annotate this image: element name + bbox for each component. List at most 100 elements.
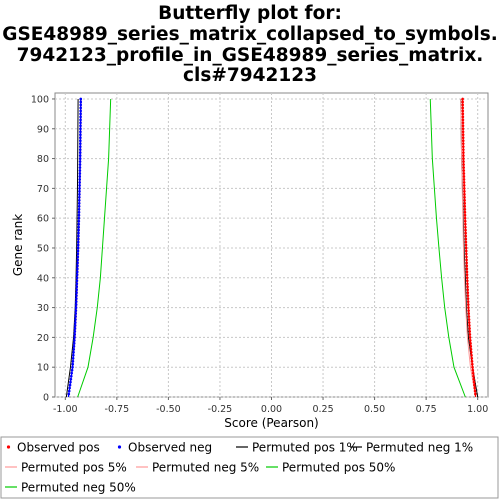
series-observed-neg-point: [78, 166, 82, 169]
series-observed-pos-point: [462, 187, 466, 190]
series-observed-pos-point: [470, 350, 473, 354]
series-observed-pos: [461, 97, 477, 398]
series-observed-neg-point: [77, 198, 81, 202]
series-observed-pos-point: [461, 133, 465, 137]
series-observed-pos-point: [473, 386, 477, 390]
series-observed-pos-point: [465, 276, 469, 280]
y-tick-label: 100: [31, 94, 49, 105]
series-observed-neg-point: [77, 210, 81, 214]
series-observed-pos-point: [461, 97, 464, 101]
series-observed-pos-point: [467, 309, 470, 312]
y-tick-label: 90: [37, 124, 49, 135]
legend-label: Permuted neg 50%: [21, 481, 136, 495]
series-observed-neg-point: [78, 169, 82, 172]
series-observed-neg-point: [77, 204, 81, 208]
y-tick-label: 20: [37, 333, 49, 344]
series-observed-pos-point: [461, 142, 465, 145]
x-tick-label: 0.00: [261, 404, 282, 415]
y-tick-label: 70: [37, 184, 49, 195]
series-observed-neg-point: [79, 97, 83, 101]
series-observed-neg-point: [71, 356, 75, 360]
series-observed-neg-point: [76, 261, 79, 265]
series-observed-pos-point: [473, 383, 476, 387]
series-observed-neg-point: [77, 237, 80, 241]
series-observed-neg-point: [73, 336, 76, 339]
series-observed-neg-point: [78, 163, 82, 166]
series-observed-pos-point: [467, 315, 471, 318]
series-observed-pos-point: [470, 362, 474, 366]
series-observed-pos-point: [466, 285, 469, 289]
series-observed-pos-point: [472, 374, 475, 378]
series-observed-pos-point: [474, 392, 477, 396]
legend-item: Permuted neg 5%: [136, 461, 259, 475]
series-observed-neg-point: [67, 392, 71, 396]
y-axis-ticks: 0 10 20 30 40 50 60 70 80 90 100: [31, 94, 55, 404]
series-observed-neg-point: [75, 279, 79, 283]
series-observed-pos-point: [463, 213, 467, 217]
series-observed-neg-point: [74, 306, 78, 309]
series-observed-neg-point: [75, 297, 78, 300]
series-permuted-pos-50--line: [429, 98, 466, 398]
series-observed-neg-point: [77, 222, 81, 226]
series-observed-neg-point: [77, 228, 80, 232]
series-observed-neg-point: [79, 112, 82, 116]
series-observed-neg-point: [78, 157, 82, 160]
series-observed-pos-point: [471, 365, 474, 369]
y-tick-label: 10: [37, 363, 49, 374]
x-tick-label: 0.50: [364, 404, 385, 415]
series-observed-pos-point: [466, 291, 470, 294]
chart-title: Butterfly plot for:GSE48989_series_matri…: [2, 3, 497, 86]
series-observed-pos-point: [467, 318, 471, 321]
y-tick-label: 40: [37, 273, 49, 284]
series-observed-pos-point: [466, 300, 470, 303]
series-observed-neg-point: [73, 327, 77, 330]
series-observed-neg-point: [75, 294, 78, 297]
legend-item: Permuted pos 50%: [266, 461, 395, 475]
series-observed-pos-point: [465, 267, 469, 271]
series-observed-neg-point: [77, 213, 81, 217]
series-observed-neg-point: [75, 273, 79, 277]
series-observed-neg-point: [77, 219, 81, 223]
series-observed-pos-point: [463, 201, 467, 205]
series-observed-neg-point: [78, 181, 81, 184]
series-observed-neg-point: [79, 124, 82, 128]
series-observed-pos-point: [464, 249, 468, 253]
series-observed-neg-point: [75, 276, 79, 280]
series-observed-neg-point: [78, 172, 82, 175]
series-observed-pos-point: [462, 175, 466, 178]
series-observed-pos-point: [468, 324, 471, 327]
series-observed-pos-point: [466, 294, 470, 297]
series-observed-pos-point: [462, 181, 466, 184]
series-observed-neg-point: [79, 121, 82, 125]
series-observed-pos-point: [462, 184, 466, 187]
series-observed-neg-point: [76, 249, 80, 253]
series-observed-neg-point: [78, 160, 82, 163]
legend-label: Observed pos: [17, 441, 100, 455]
series-observed-neg-point: [75, 282, 79, 286]
series-observed-pos-point: [463, 204, 467, 208]
series-observed-neg-point: [76, 246, 80, 250]
series-observed-pos-point: [461, 103, 465, 107]
series-observed-neg-point: [79, 109, 82, 113]
series-observed-neg-point: [78, 187, 81, 190]
series-observed-pos-point: [466, 303, 470, 306]
series-observed-pos-point: [461, 112, 465, 116]
series-observed-neg-point: [77, 216, 81, 220]
series-observed-neg-point: [76, 240, 80, 244]
x-tick-label: -0.50: [156, 404, 181, 415]
legend-item: Permuted neg 50%: [5, 481, 136, 495]
series-observed-pos-point: [463, 210, 467, 214]
series-observed-neg-point: [77, 201, 81, 205]
series-observed-neg-point: [79, 115, 82, 119]
series-observed-neg-point: [74, 300, 78, 303]
series-observed-neg-point: [72, 348, 76, 351]
series-observed-neg-point: [75, 270, 79, 274]
series-observed-neg-point: [78, 178, 82, 181]
series-observed-neg-point: [78, 175, 82, 178]
series-observed-pos-point: [461, 136, 465, 140]
series-observed-pos-point: [469, 339, 472, 342]
series-observed-pos-point: [469, 345, 473, 348]
series-observed-pos-point: [468, 333, 472, 336]
series-observed-neg-point: [68, 383, 72, 387]
